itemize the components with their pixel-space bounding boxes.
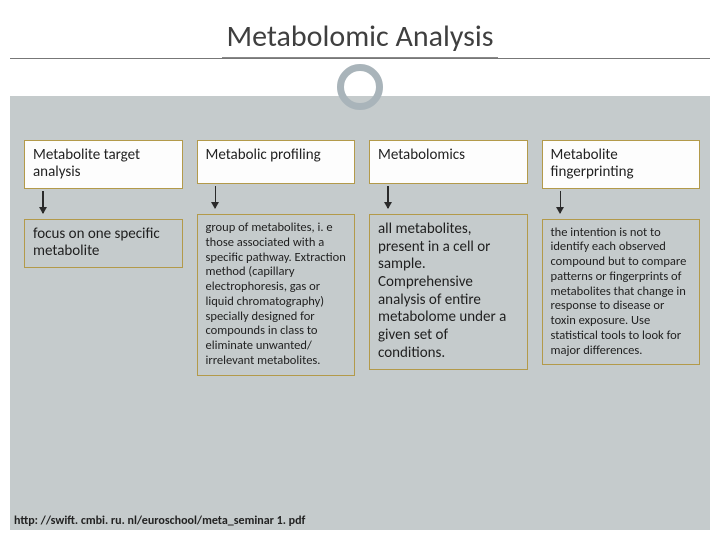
footer-citation: http: //swift. cmbi. ru. nl/euroschool/m…: [14, 514, 305, 528]
title-band: Metabolomic Analysis: [0, 18, 720, 58]
column-4: Metabolite fingerprinting the intention …: [542, 140, 701, 376]
column-1: Metabolite target analysis focus on one …: [24, 140, 183, 376]
column-3: Metabolomics all metabolites, present in…: [369, 140, 528, 376]
title-underline: [10, 58, 710, 59]
arrow-gap: [542, 189, 701, 219]
arrow-gap: [369, 184, 528, 214]
column-head: Metabolite target analysis: [24, 140, 183, 189]
arrow-gap: [197, 184, 356, 214]
column-body: all metabolites, present in a cell or sa…: [369, 214, 528, 370]
arrow-down-icon: [215, 186, 217, 208]
arrow-down-icon: [387, 186, 389, 208]
columns-container: Metabolite target analysis focus on one …: [24, 140, 700, 376]
column-body: group of metabolites, i. e those associa…: [197, 214, 356, 376]
arrow-down-icon: [560, 191, 562, 213]
slide: Metabolomic Analysis Metabolite target a…: [0, 0, 720, 540]
column-body: the intention is not to identify each ob…: [542, 219, 701, 366]
column-head: Metabolomics: [369, 140, 528, 184]
column-body: focus on one specific metabolite: [24, 219, 183, 268]
column-head: Metabolic profiling: [197, 140, 356, 184]
column-2: Metabolic profiling group of metabolites…: [197, 140, 356, 376]
ring-icon: [337, 64, 383, 110]
arrow-gap: [24, 189, 183, 219]
page-title: Metabolomic Analysis: [222, 18, 497, 58]
arrow-down-icon: [42, 191, 44, 213]
column-head: Metabolite fingerprinting: [542, 140, 701, 189]
